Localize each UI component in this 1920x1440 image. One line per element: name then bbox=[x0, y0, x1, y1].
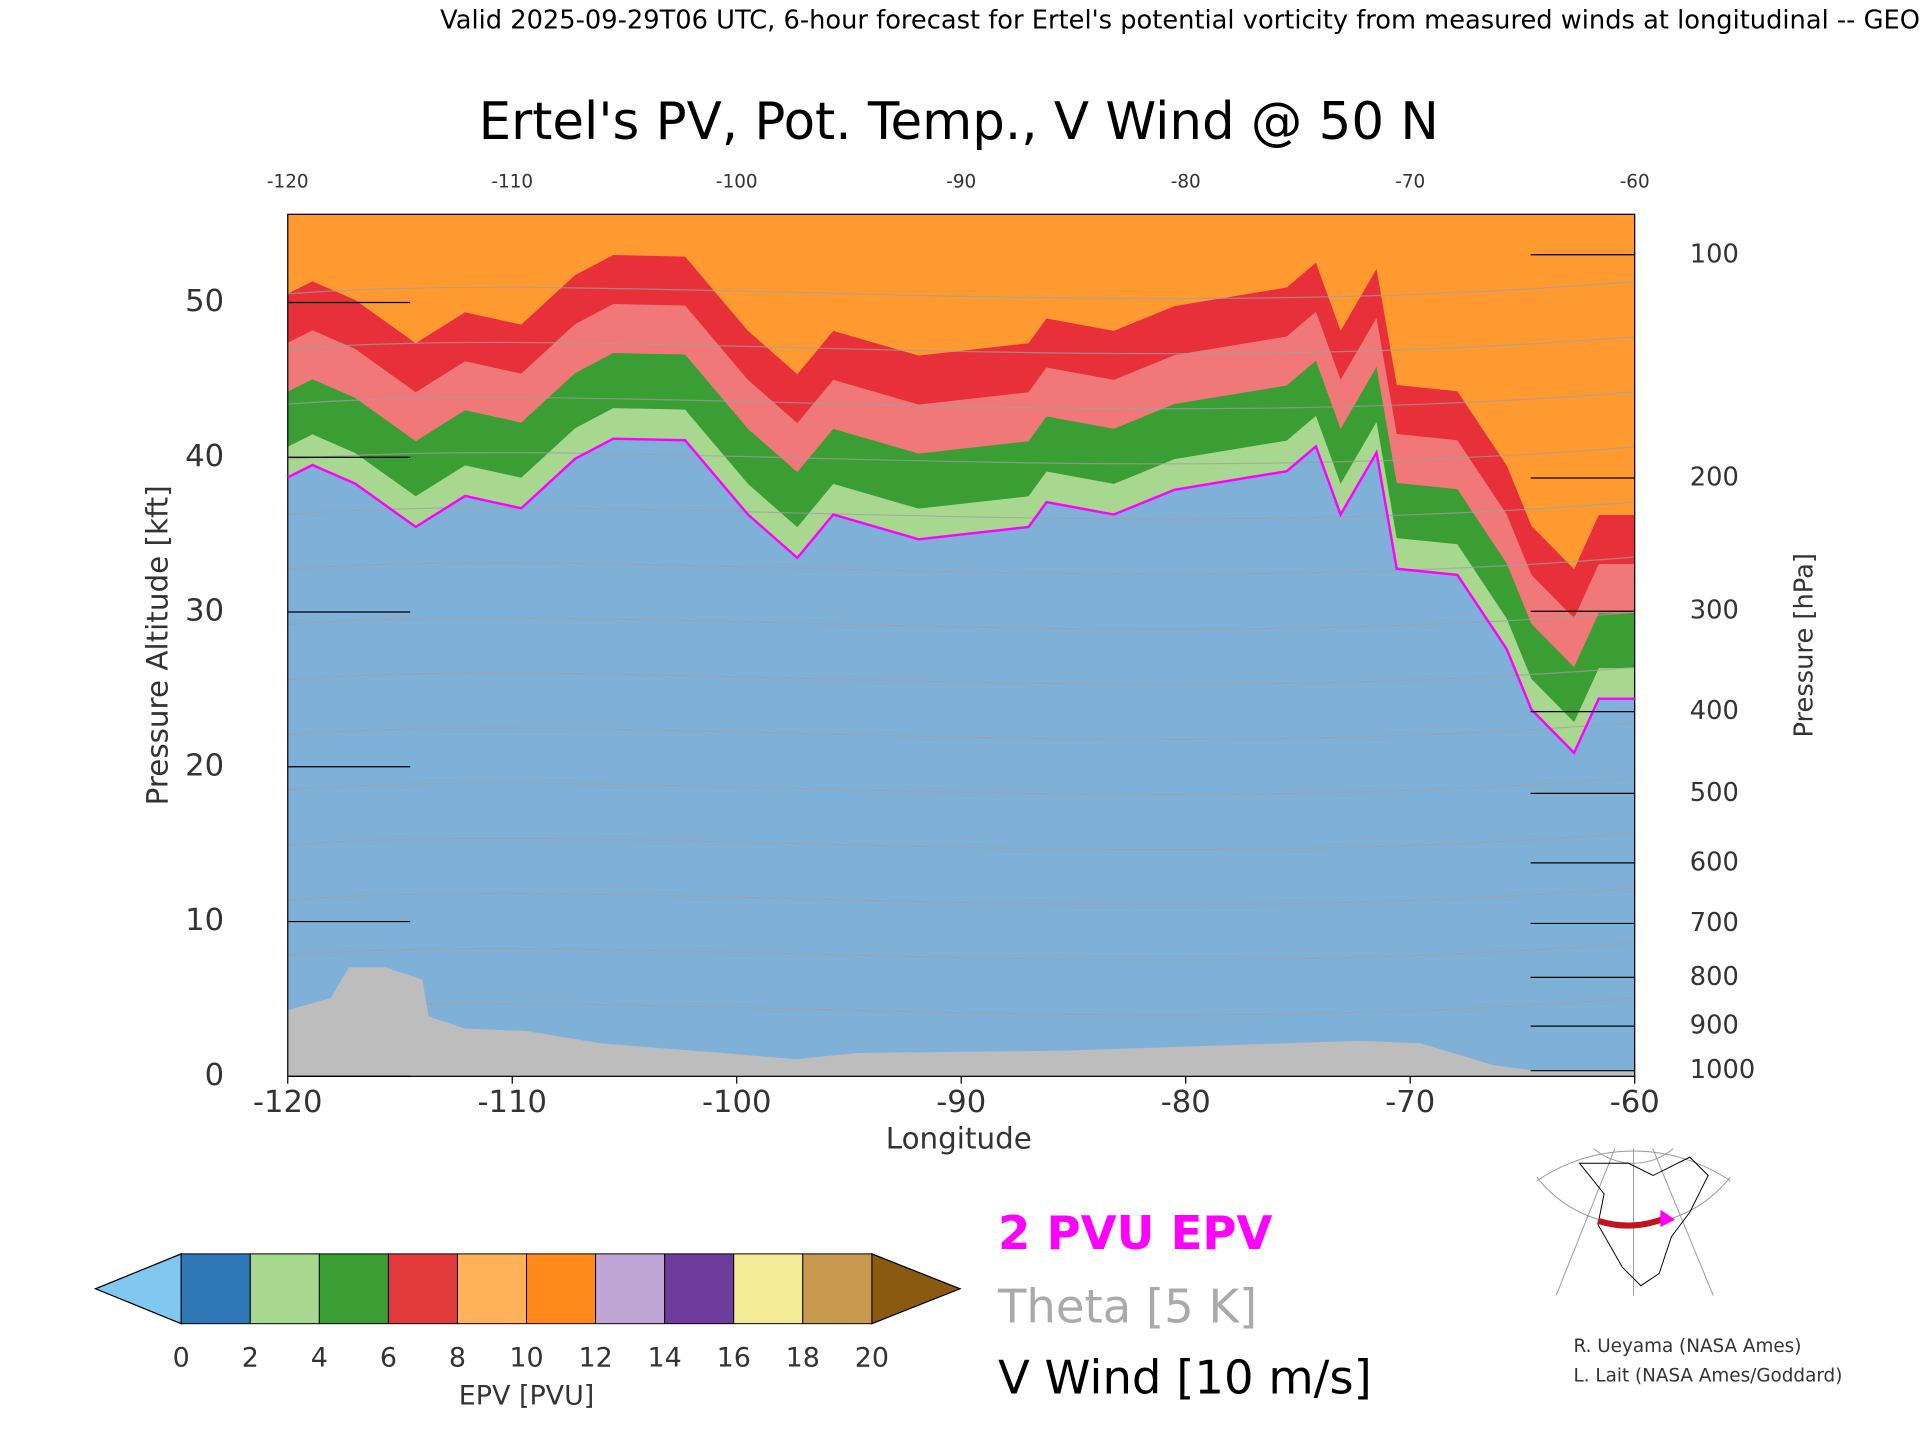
y-tick-label: 20 bbox=[185, 748, 224, 783]
colorbar-tick-label: 4 bbox=[311, 1343, 328, 1374]
colorbar-cell bbox=[664, 1253, 735, 1325]
theta-contour bbox=[287, 942, 1635, 961]
x-top-tick-label: -70 bbox=[1395, 171, 1425, 192]
credit: L. Lait (NASA Ames/Goddard) bbox=[1573, 1365, 1842, 1386]
x-top-tick-label: -110 bbox=[491, 171, 533, 192]
theta-contour bbox=[287, 776, 1635, 796]
colorbar-tick-label: 0 bbox=[173, 1343, 190, 1374]
colorbar-tick-label: 10 bbox=[509, 1343, 543, 1374]
header: Valid 2025-09-29T06 UTC, 6-hour forecast… bbox=[440, 5, 1920, 35]
colorbar-cell bbox=[249, 1253, 320, 1325]
x-top-tick-label: -60 bbox=[1620, 171, 1650, 192]
x-top-tick-label: -90 bbox=[946, 171, 976, 192]
colorbar-cell bbox=[180, 1253, 251, 1325]
y2-tick-label: 300 bbox=[1690, 596, 1739, 626]
x-top-tick-label: -100 bbox=[716, 171, 758, 192]
inset-map bbox=[1536, 1148, 1731, 1296]
map-grid bbox=[1555, 1148, 1616, 1296]
credit: R. Ueyama (NASA Ames) bbox=[1573, 1336, 1801, 1357]
colorbar-tick-label: 20 bbox=[855, 1343, 889, 1374]
legend-entry: V Wind [10 m/s] bbox=[998, 1351, 1372, 1405]
legend-entry: 2 PVU EPV bbox=[998, 1206, 1272, 1260]
plot-area bbox=[287, 214, 1635, 1077]
colorbar-tick-label: 2 bbox=[242, 1343, 259, 1374]
colorbar-tick-label: 16 bbox=[717, 1343, 751, 1374]
theta-contour bbox=[287, 721, 1635, 740]
y2-tick-label: 500 bbox=[1690, 778, 1739, 808]
map-grid bbox=[1652, 1148, 1714, 1296]
colorbar-cell bbox=[318, 1253, 389, 1325]
y2-tick-label: 800 bbox=[1690, 962, 1739, 992]
x-tick-label: -100 bbox=[702, 1085, 771, 1120]
x-tick-label: -80 bbox=[1161, 1085, 1211, 1120]
x-tick-label: -60 bbox=[1610, 1085, 1660, 1120]
theta-contour bbox=[287, 887, 1635, 906]
terrain bbox=[287, 967, 1635, 1077]
y-tick-label: 40 bbox=[185, 439, 224, 474]
theta-contour bbox=[287, 391, 1635, 410]
colorbar-over bbox=[871, 1252, 962, 1325]
map-marker bbox=[1660, 1209, 1676, 1227]
chart-title: Ertel's PV, Pot. Temp., V Wind @ 50 N bbox=[479, 92, 1439, 152]
y2-tick-label: 900 bbox=[1690, 1011, 1739, 1041]
theta-contour bbox=[287, 997, 1635, 1016]
colorbar-tick-label: 6 bbox=[380, 1343, 397, 1374]
map-coast bbox=[1578, 1156, 1709, 1287]
colorbar-cell bbox=[595, 1253, 666, 1325]
colorbar-cell bbox=[387, 1253, 458, 1325]
y-tick-label: 10 bbox=[185, 903, 224, 938]
colorbar-cell bbox=[733, 1253, 804, 1325]
x-top-tick-label: -80 bbox=[1171, 171, 1201, 192]
colorbar-tick-label: 12 bbox=[578, 1343, 612, 1374]
x-axis-label: Longitude bbox=[886, 1122, 1032, 1156]
x-tick-label: -120 bbox=[253, 1085, 322, 1120]
y2-tick-label: 700 bbox=[1690, 908, 1739, 938]
theta-contour bbox=[287, 611, 1635, 630]
y2-tick-label: 200 bbox=[1690, 462, 1739, 492]
colorbar-cell bbox=[456, 1253, 528, 1325]
y2-tick-label: 1000 bbox=[1690, 1055, 1755, 1085]
theta-contour bbox=[287, 446, 1635, 465]
theta-contour bbox=[287, 501, 1635, 520]
y2-tick-label: 100 bbox=[1690, 239, 1739, 269]
theta-contour bbox=[287, 832, 1635, 851]
y-tick-label: 0 bbox=[205, 1058, 224, 1093]
theta-contour bbox=[287, 281, 1635, 300]
x-top-tick-label: -120 bbox=[267, 171, 309, 192]
y-axis-label: Pressure Altitude [kft] bbox=[141, 485, 175, 805]
colorbar-label: EPV [PVU] bbox=[459, 1381, 595, 1412]
colorbar-cell bbox=[802, 1253, 873, 1325]
field-band bbox=[287, 438, 1635, 1077]
theta-contour bbox=[287, 666, 1635, 685]
legend-entry: Theta [5 K] bbox=[997, 1280, 1257, 1334]
y-tick-label: 50 bbox=[185, 284, 224, 319]
x-tick-label: -70 bbox=[1385, 1085, 1435, 1120]
colorbar-tick-label: 18 bbox=[786, 1343, 820, 1374]
y2-axis-label: Pressure [hPa] bbox=[1789, 553, 1819, 737]
x-tick-label: -90 bbox=[936, 1085, 986, 1120]
colorbar-under bbox=[93, 1252, 182, 1325]
y-tick-label: 30 bbox=[185, 594, 224, 629]
colorbar-tick-label: 14 bbox=[648, 1343, 682, 1374]
x-tick-label: -110 bbox=[478, 1085, 547, 1120]
colorbar-cell bbox=[526, 1253, 597, 1325]
y2-tick-label: 600 bbox=[1690, 847, 1739, 877]
theta-contour bbox=[287, 336, 1635, 355]
pv-line bbox=[287, 437, 1635, 755]
colorbar-tick-label: 8 bbox=[449, 1343, 466, 1374]
y2-tick-label: 400 bbox=[1690, 696, 1739, 726]
